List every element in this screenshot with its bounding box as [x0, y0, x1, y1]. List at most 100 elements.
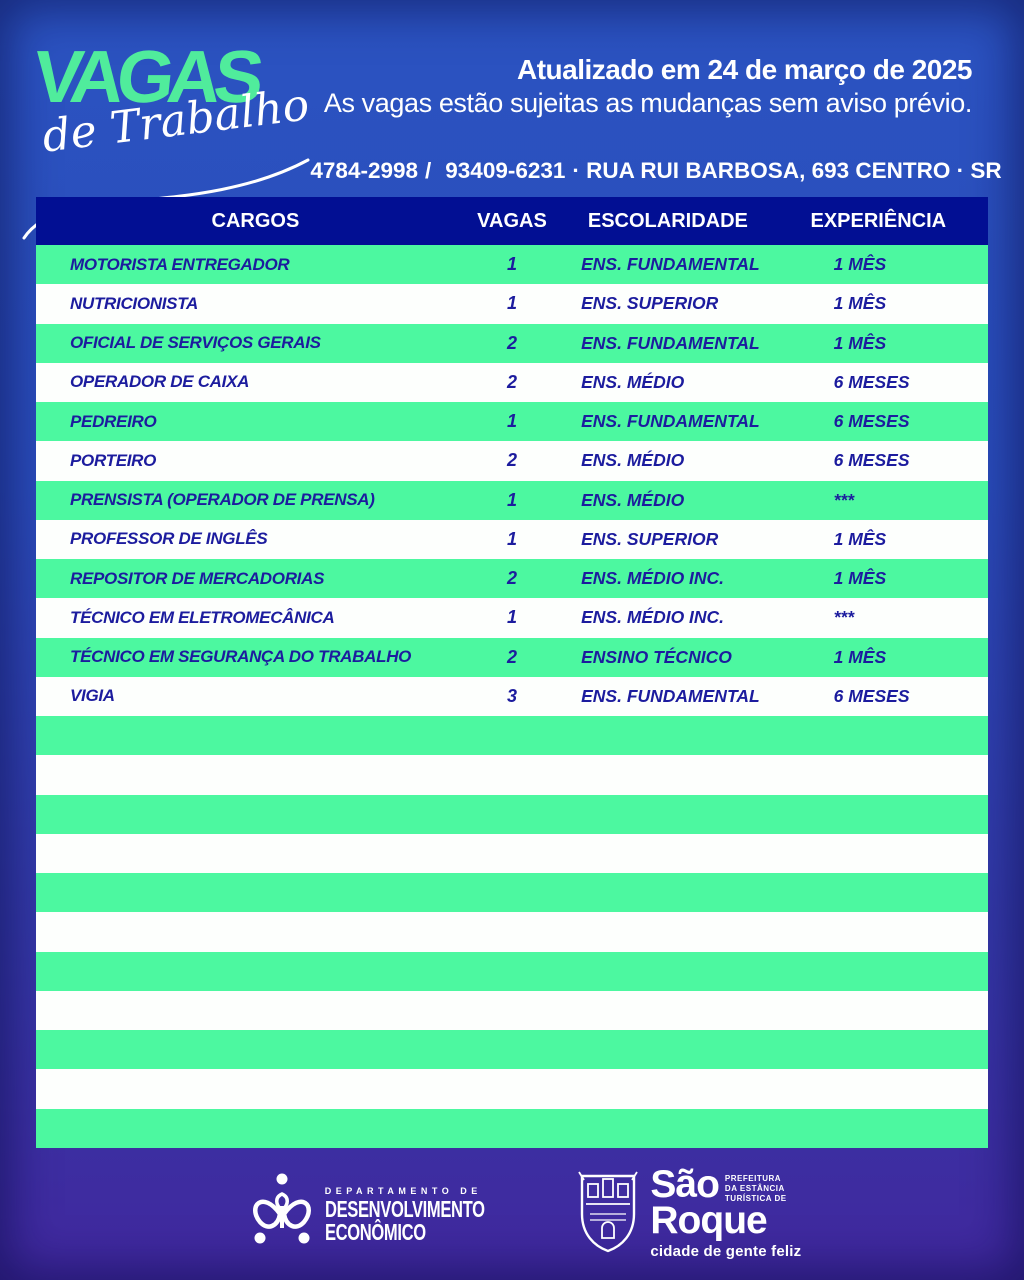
empty-table-row — [36, 873, 988, 913]
cell-experiencia: 6 MESES — [833, 450, 910, 471]
department-line2: ECONÔMICO — [324, 1218, 426, 1245]
cell-cargo: NUTRICIONISTA — [70, 293, 198, 313]
table-row: PRENSISTA (OPERADOR DE PRENSA) 1 ENS. MÉDI… — [36, 480, 988, 520]
cell-experiencia: *** — [833, 489, 855, 510]
phone-separator: / — [425, 158, 432, 183]
department-line1: DESENVOLVIMENTO — [324, 1195, 485, 1222]
table-row: PROFESSOR DE INGLÊS 1 ENS. SUPERIOR 1 MÊS — [36, 519, 988, 559]
cell-cargo: VIGIA — [70, 686, 115, 706]
table-row: VIGIA 3 ENS. FUNDAMENTAL 6 MESES — [36, 676, 988, 716]
cell-escolaridade: ENS. MÉDIO — [581, 371, 685, 392]
address-text: · RUA RUI BARBOSA, 693 CENTRO · SR — [572, 158, 1002, 183]
cell-escolaridade: ENS. MÉDIO — [581, 489, 685, 510]
table-row: PEDREIRO 1 ENS. FUNDAMENTAL 6 MESES — [36, 402, 988, 442]
table-body: MOTORISTA ENTREGADOR 1 ENS. FUNDAMENTAL 1 M… — [36, 245, 988, 1148]
cell-cargo: TÉCNICO EM SEGURANÇA DO TRABALHO — [70, 647, 412, 667]
cell-cargo: REPOSITOR DE MERCADORIAS — [70, 568, 325, 588]
column-header-escolaridade: ESCOLARIDADE — [587, 209, 748, 232]
cell-experiencia: 1 MÊS — [833, 332, 887, 353]
cell-vagas: 2 — [506, 332, 517, 353]
people-plant-emblem-icon — [251, 1172, 313, 1257]
cell-escolaridade: ENS. FUNDAMENTAL — [581, 685, 760, 706]
sao-roque-text: São PREFEITURA DA ESTÂNCIA TURÍSTICA DE … — [650, 1163, 802, 1261]
cell-vagas: 1 — [506, 411, 517, 432]
contact-line: 4784-2998 / 93409-6231 · RUA RUI BARBOSA… — [310, 158, 1001, 184]
empty-table-row — [36, 833, 988, 873]
cell-cargo: PEDREIRO — [70, 411, 157, 431]
cell-experiencia: 6 MESES — [833, 685, 910, 706]
table-row: TÉCNICO EM SEGURANÇA DO TRABALHO 2 ENSINO … — [36, 637, 988, 677]
cell-experiencia: 1 MÊS — [833, 568, 887, 589]
cell-vagas: 2 — [506, 568, 517, 589]
phone-whatsapp: 93409-6231 — [445, 158, 566, 183]
cell-cargo: MOTORISTA ENTREGADOR — [70, 254, 290, 274]
cell-vagas: 2 — [506, 646, 517, 667]
cell-cargo: OFICIAL DE SERVIÇOS GERAIS — [70, 333, 321, 353]
empty-table-row — [36, 1069, 988, 1109]
city-name-line1: São — [650, 1163, 720, 1206]
cell-cargo: TÉCNICO EM ELETROMECÂNICA — [70, 607, 335, 627]
updated-date-text: Atualizado em 24 de março de 2025 — [516, 54, 973, 85]
column-header-experiencia: EXPERIÊNCIA — [810, 209, 947, 232]
cell-experiencia: *** — [833, 607, 855, 628]
column-header-vagas: VAGAS — [477, 209, 547, 232]
cell-vagas: 3 — [506, 685, 517, 706]
cell-vagas: 2 — [506, 371, 517, 392]
empty-table-row — [36, 912, 988, 952]
cell-escolaridade: ENS. MÉDIO INC. — [581, 568, 725, 589]
empty-table-row — [36, 990, 988, 1030]
empty-table-row — [36, 794, 988, 834]
phone-fixed: 4784-2998 — [310, 158, 419, 183]
empty-table-row — [36, 716, 988, 756]
table-header-row: CARGOS VAGAS ESCOLARIDADE EXPERIÊNCIA — [36, 197, 988, 245]
cell-cargo: PORTEIRO — [70, 450, 157, 470]
cell-vagas: 1 — [506, 489, 517, 510]
cell-escolaridade: ENSINO TÉCNICO — [581, 646, 732, 667]
jobs-table: CARGOS VAGAS ESCOLARIDADE EXPERIÊNCIA MO… — [36, 197, 988, 1148]
cell-experiencia: 1 MÊS — [833, 646, 887, 667]
table-row: OFICIAL DE SERVIÇOS GERAIS 2 ENS. FUNDAMEN… — [36, 323, 988, 363]
sao-roque-crest-icon — [576, 1168, 640, 1261]
vagas-logo: VAGAS de Trabalho — [22, 35, 320, 240]
empty-table-row — [36, 1030, 988, 1070]
disclaimer-text: As vagas estão sujeitas as mudanças sem … — [323, 88, 973, 118]
cell-experiencia: 1 MÊS — [833, 254, 887, 275]
cell-escolaridade: ENS. FUNDAMENTAL — [581, 411, 760, 432]
cell-experiencia: 6 MESES — [833, 411, 910, 432]
cell-escolaridade: ENS. SUPERIOR — [581, 293, 719, 314]
cell-escolaridade: ENS. SUPERIOR — [581, 528, 719, 549]
city-tagline: cidade de gente feliz — [650, 1243, 802, 1261]
table-row: OPERADOR DE CAIXA 2 ENS. MÉDIO 6 MESES — [36, 362, 988, 402]
cell-experiencia: 1 MÊS — [833, 293, 887, 314]
empty-table-row — [36, 755, 988, 795]
city-name-line2: Roque — [650, 1199, 767, 1242]
cell-cargo: PRENSISTA (OPERADOR DE PRENSA) — [70, 490, 375, 510]
table-row: TÉCNICO EM ELETROMECÂNICA 1 ENS. MÉDIO INC… — [36, 598, 988, 638]
table-row: PORTEIRO 2 ENS. MÉDIO 6 MESES — [36, 441, 988, 481]
cell-escolaridade: ENS. FUNDAMENTAL — [581, 332, 760, 353]
cell-escolaridade: ENS. MÉDIO — [581, 450, 685, 471]
department-kicker: DEPARTAMENTO DE — [324, 1185, 482, 1196]
footer-logos: DEPARTAMENTO DE DESENVOLVIMENTO ECONÔMIC… — [14, 1163, 1024, 1261]
cell-vagas: 1 — [506, 293, 517, 314]
cell-vagas: 1 — [506, 607, 517, 628]
cell-cargo: PROFESSOR DE INGLÊS — [70, 529, 268, 549]
cell-cargo: OPERADOR DE CAIXA — [70, 372, 250, 392]
table-row: NUTRICIONISTA 1 ENS. SUPERIOR 1 MÊS — [36, 284, 988, 324]
table-row: REPOSITOR DE MERCADORIAS 2 ENS. MÉDIO INC.… — [36, 559, 988, 599]
department-logo: DEPARTAMENTO DE DESENVOLVIMENTO ECONÔMIC… — [251, 1172, 547, 1257]
sao-roque-logo: São PREFEITURA DA ESTÂNCIA TURÍSTICA DE … — [576, 1163, 802, 1261]
cell-vagas: 1 — [506, 528, 517, 549]
department-text: DEPARTAMENTO DE DESENVOLVIMENTO ECONÔMIC… — [325, 1186, 547, 1243]
table-row: MOTORISTA ENTREGADOR 1 ENS. FUNDAMENTAL 1 M… — [36, 245, 988, 285]
empty-table-row — [36, 1108, 988, 1148]
column-header-cargos: CARGOS — [211, 209, 300, 232]
city-small-text: PREFEITURA DA ESTÂNCIA TURÍSTICA DE — [724, 1174, 787, 1203]
empty-table-row — [36, 951, 988, 991]
cell-escolaridade: ENS. FUNDAMENTAL — [581, 254, 760, 275]
cell-vagas: 1 — [506, 254, 517, 275]
cell-experiencia: 6 MESES — [833, 371, 910, 392]
cell-experiencia: 1 MÊS — [833, 528, 887, 549]
cell-escolaridade: ENS. MÉDIO INC. — [581, 607, 725, 628]
